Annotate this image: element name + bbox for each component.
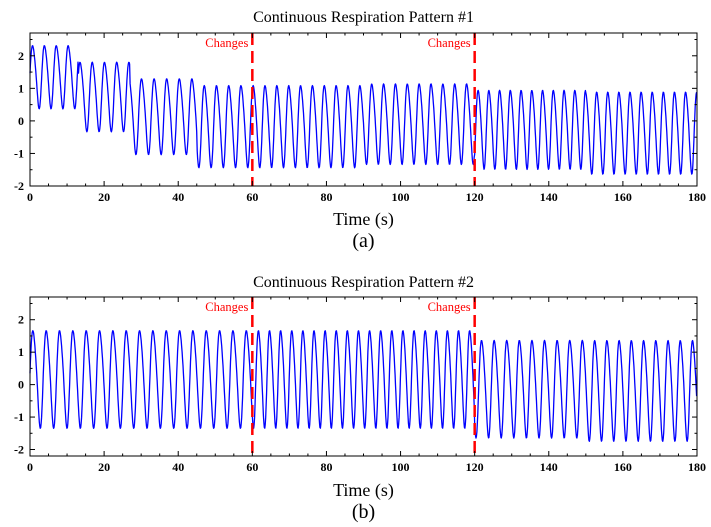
y-tick-label: -1 xyxy=(14,146,24,160)
x-tick-label: 80 xyxy=(320,190,332,204)
plot-frame xyxy=(29,32,698,187)
chart-panel-b: Continuous Respiration Pattern #2 Changes… xyxy=(14,274,706,523)
panel-caption: (a) xyxy=(352,230,374,252)
x-tick-label: 140 xyxy=(540,190,558,204)
x-tick-label: 100 xyxy=(392,460,410,474)
x-tick-label: 80 xyxy=(320,460,332,474)
chart-title: Continuous Respiration Pattern #2 xyxy=(253,274,474,291)
y-tick-label: 0 xyxy=(18,114,24,128)
x-tick-label: 160 xyxy=(614,190,632,204)
x-axis-label: Time (s) xyxy=(333,209,394,230)
y-tick-label: 2 xyxy=(18,313,24,327)
x-tick-label: 40 xyxy=(172,190,184,204)
x-tick-label: 120 xyxy=(466,190,484,204)
y-tick-label: 1 xyxy=(18,81,24,95)
change-annotation-label: Changes xyxy=(205,300,248,314)
y-tick-label: -1 xyxy=(14,410,24,424)
x-tick-label: 20 xyxy=(98,460,110,474)
x-tick-label: 40 xyxy=(172,460,184,474)
x-tick-label: 120 xyxy=(466,460,484,474)
x-tick-label: 180 xyxy=(688,460,706,474)
x-tick-label: 180 xyxy=(688,190,706,204)
y-tick-label: 1 xyxy=(18,345,24,359)
y-tick-label: 2 xyxy=(18,49,24,63)
x-tick-label: 0 xyxy=(27,190,33,204)
x-tick-label: 0 xyxy=(27,460,33,474)
y-tick-label: -2 xyxy=(14,443,24,457)
panel-caption: (b) xyxy=(352,501,375,523)
chart-panel-a: Continuous Respiration Pattern #1 Changes… xyxy=(14,9,706,252)
x-axis-label: Time (s) xyxy=(333,480,394,501)
series-line xyxy=(29,45,698,175)
y-tick-label: 0 xyxy=(18,378,24,392)
x-tick-label: 160 xyxy=(614,460,632,474)
chart-title: Continuous Respiration Pattern #1 xyxy=(253,9,474,26)
x-tick-label: 20 xyxy=(98,190,110,204)
change-annotation-label: Changes xyxy=(205,36,248,50)
series-line xyxy=(29,330,698,442)
x-tick-label: 60 xyxy=(246,190,258,204)
x-tick-label: 60 xyxy=(246,460,258,474)
y-tick-label: -2 xyxy=(14,179,24,193)
x-tick-label: 140 xyxy=(540,460,558,474)
x-tick-label: 100 xyxy=(392,190,410,204)
change-annotation-label: Changes xyxy=(428,300,471,314)
change-annotation-label: Changes xyxy=(428,36,471,50)
